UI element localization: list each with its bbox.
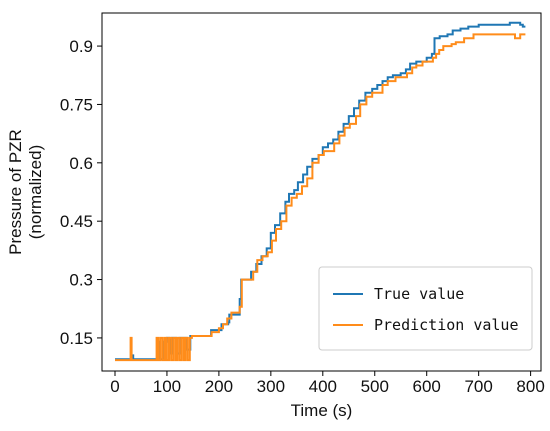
x-tick-label: 800 [516,377,544,396]
series-line-prediction-value [115,33,526,362]
legend-box [318,266,533,351]
y-tick-label: 0.9 [69,37,93,56]
x-axis-title: Time (s) [291,401,353,420]
x-axis: 0 100 200 300 400 500 600 700 800 [110,371,545,396]
legend: True value Prediction value [318,266,533,351]
y-axis: 0.15 0.3 0.45 0.6 0.75 0.9 [60,37,102,348]
x-tick-label: 0 [110,377,119,396]
x-tick-label: 200 [205,377,233,396]
y-axis-title: Pressure of PZR (normalized) [6,129,45,255]
y-tick-label: 0.6 [69,154,93,173]
x-tick-label: 700 [464,377,492,396]
x-tick-label: 300 [257,377,285,396]
legend-label-true-value: True value [374,285,464,303]
legend-label-prediction-value: Prediction value [374,316,519,334]
plot-area [101,12,542,372]
x-tick-label: 400 [309,377,337,396]
y-tick-label: 0.75 [60,95,93,114]
y-tick-label: 0.45 [60,212,93,231]
y-axis-title-line1: Pressure of PZR [6,129,25,255]
y-tick-label: 0.3 [69,271,93,290]
series-layer [115,21,526,362]
y-axis-title-line2: (normalized) [26,145,45,239]
x-tick-label: 500 [361,377,389,396]
plot-frame [101,12,542,372]
x-tick-label: 600 [413,377,441,396]
y-tick-label: 0.15 [60,329,93,348]
x-tick-label: 100 [153,377,181,396]
